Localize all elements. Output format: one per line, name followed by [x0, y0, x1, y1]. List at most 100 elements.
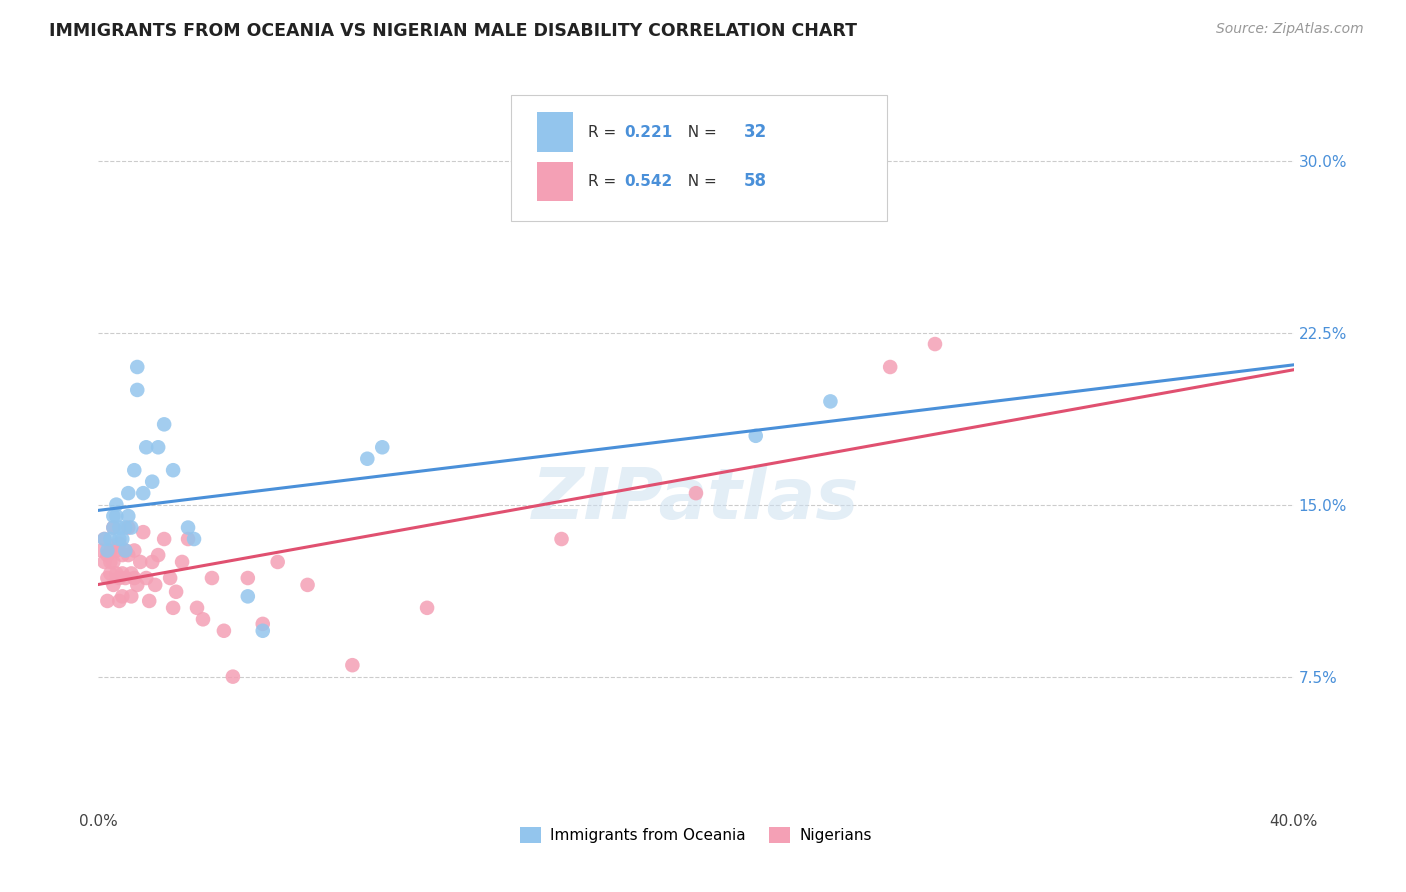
- Point: [108, 571, 131, 585]
- Point: [103, 509, 125, 524]
- Point: [143, 578, 166, 592]
- Point: [132, 486, 155, 500]
- Text: R =: R =: [589, 174, 621, 189]
- Point: [103, 520, 125, 534]
- Point: [138, 594, 160, 608]
- Point: [127, 578, 149, 592]
- Point: [148, 440, 170, 454]
- Point: [117, 548, 139, 562]
- Point: [124, 543, 146, 558]
- Point: [153, 532, 176, 546]
- Point: [685, 486, 707, 500]
- Point: [111, 532, 134, 546]
- Text: 32: 32: [744, 123, 768, 141]
- Point: [879, 359, 901, 374]
- Point: [177, 532, 200, 546]
- FancyBboxPatch shape: [537, 161, 572, 202]
- Point: [93, 555, 115, 569]
- Point: [108, 520, 131, 534]
- Point: [124, 571, 146, 585]
- Text: IMMIGRANTS FROM OCEANIA VS NIGERIAN MALE DISABILITY CORRELATION CHART: IMMIGRANTS FROM OCEANIA VS NIGERIAN MALE…: [49, 22, 858, 40]
- Point: [127, 383, 149, 397]
- Point: [103, 539, 125, 553]
- Point: [103, 578, 125, 592]
- Point: [371, 440, 394, 454]
- Text: N =: N =: [678, 174, 721, 189]
- Point: [297, 578, 319, 592]
- Text: 0.221: 0.221: [624, 125, 672, 140]
- Point: [222, 670, 245, 684]
- Point: [108, 536, 131, 550]
- Point: [120, 590, 142, 604]
- Text: ZIPatlas: ZIPatlas: [533, 465, 859, 533]
- Legend: Immigrants from Oceania, Nigerians: Immigrants from Oceania, Nigerians: [513, 822, 879, 849]
- Point: [550, 532, 572, 546]
- Point: [416, 600, 439, 615]
- Point: [129, 555, 152, 569]
- Point: [745, 429, 768, 443]
- Point: [111, 566, 134, 581]
- Point: [252, 616, 274, 631]
- Point: [98, 532, 122, 546]
- Point: [177, 520, 200, 534]
- Point: [93, 532, 115, 546]
- Point: [135, 440, 157, 454]
- Point: [141, 475, 163, 489]
- Point: [183, 532, 205, 546]
- Point: [111, 548, 134, 562]
- Point: [105, 543, 128, 558]
- Point: [165, 584, 187, 599]
- Point: [114, 543, 136, 558]
- Text: 0.542: 0.542: [624, 174, 672, 189]
- Text: 58: 58: [744, 172, 766, 190]
- Point: [108, 532, 131, 546]
- Point: [117, 486, 139, 500]
- Point: [141, 555, 163, 569]
- Point: [342, 658, 364, 673]
- Point: [356, 451, 378, 466]
- Point: [108, 594, 131, 608]
- Point: [98, 566, 122, 581]
- Point: [103, 520, 125, 534]
- Point: [120, 520, 142, 534]
- Point: [236, 571, 259, 585]
- Text: N =: N =: [678, 125, 721, 140]
- Point: [90, 543, 112, 558]
- Point: [93, 532, 115, 546]
- Point: [135, 571, 157, 585]
- Point: [117, 509, 139, 524]
- Point: [148, 548, 170, 562]
- Point: [96, 548, 118, 562]
- Point: [132, 525, 155, 540]
- Point: [98, 555, 122, 569]
- Point: [191, 612, 214, 626]
- Point: [124, 463, 146, 477]
- Point: [201, 571, 224, 585]
- Point: [172, 555, 194, 569]
- Point: [114, 543, 136, 558]
- Point: [114, 571, 136, 585]
- FancyBboxPatch shape: [537, 112, 572, 153]
- Point: [212, 624, 235, 638]
- Point: [186, 600, 208, 615]
- Point: [117, 520, 139, 534]
- Point: [162, 600, 184, 615]
- Point: [105, 498, 128, 512]
- Point: [111, 590, 134, 604]
- Point: [267, 555, 290, 569]
- Point: [114, 520, 136, 534]
- Text: Source: ZipAtlas.com: Source: ZipAtlas.com: [1216, 22, 1364, 37]
- FancyBboxPatch shape: [510, 95, 887, 221]
- Point: [105, 509, 128, 524]
- Point: [96, 594, 118, 608]
- Point: [96, 543, 118, 558]
- Point: [236, 590, 259, 604]
- Point: [105, 566, 128, 581]
- Point: [96, 571, 118, 585]
- Point: [120, 566, 142, 581]
- Point: [153, 417, 176, 432]
- Point: [820, 394, 842, 409]
- Point: [127, 359, 149, 374]
- Point: [98, 543, 122, 558]
- Text: R =: R =: [589, 125, 621, 140]
